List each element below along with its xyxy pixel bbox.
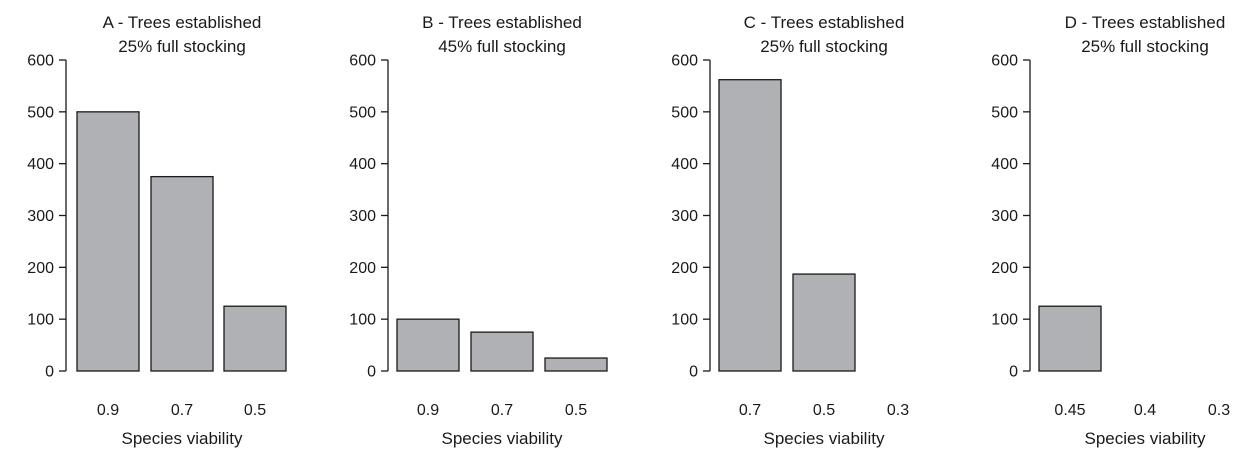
x-axis-label: Species viability: [442, 429, 563, 448]
y-tick-label: 400: [671, 156, 698, 173]
y-tick-label: 300: [27, 208, 54, 225]
bar-0-7: [470, 331, 534, 372]
bar-0-5: [792, 273, 856, 372]
y-tick-label: 200: [991, 260, 1018, 277]
bar-0-7: [150, 175, 214, 372]
bar-0-7: [718, 79, 782, 372]
y-tick-label: 600: [27, 53, 54, 70]
y-tick-label: 100: [349, 312, 376, 329]
x-tick-label: 0.5: [813, 402, 835, 419]
y-tick-label: 500: [671, 104, 698, 121]
bar-0-5: [544, 357, 608, 372]
x-tick-label: 0.3: [1208, 402, 1230, 419]
y-tick-label: 0: [367, 364, 376, 381]
x-axis-label: Species viability: [1085, 429, 1206, 448]
panel-subtitle: 25% full stocking: [1081, 37, 1209, 56]
y-tick-label: 100: [991, 312, 1018, 329]
panel-title: C - Trees established: [744, 13, 905, 32]
y-tick-label: 100: [671, 312, 698, 329]
y-tick-label: 600: [349, 53, 376, 70]
x-axis-label: Species viability: [764, 429, 885, 448]
y-tick-label: 400: [991, 156, 1018, 173]
y-tick-label: 100: [27, 312, 54, 329]
panel-subtitle: 45% full stocking: [438, 37, 566, 56]
y-tick-label: 200: [349, 260, 376, 277]
y-tick-label: 500: [349, 104, 376, 121]
y-tick-label: 200: [671, 260, 698, 277]
y-tick-label: 600: [671, 53, 698, 70]
x-tick-label: 0.7: [171, 402, 193, 419]
x-tick-label: 0.7: [739, 402, 761, 419]
x-tick-label: 0.5: [244, 402, 266, 419]
x-tick-label: 0.7: [491, 402, 513, 419]
panel-subtitle: 25% full stocking: [118, 37, 246, 56]
y-tick-label: 400: [27, 156, 54, 173]
y-tick-label: 0: [689, 364, 698, 381]
bar-0-45: [1038, 305, 1102, 372]
y-tick-label: 400: [349, 156, 376, 173]
y-tick-label: 0: [1009, 364, 1018, 381]
x-tick-label: 0.9: [417, 402, 439, 419]
x-tick-label: 0.45: [1054, 402, 1085, 419]
x-tick-label: 0.4: [1134, 402, 1156, 419]
bar-0-9: [76, 111, 140, 372]
x-tick-label: 0.3: [887, 402, 909, 419]
y-tick-label: 300: [349, 208, 376, 225]
panel-title: B - Trees established: [422, 13, 582, 32]
panel-title: D - Trees established: [1065, 13, 1226, 32]
x-tick-label: 0.9: [97, 402, 119, 419]
y-tick-label: 600: [991, 53, 1018, 70]
y-tick-label: 500: [27, 104, 54, 121]
bar-0-5: [223, 305, 287, 372]
y-tick-label: 200: [27, 260, 54, 277]
x-axis-label: Species viability: [122, 429, 243, 448]
y-tick-label: 300: [991, 208, 1018, 225]
y-tick-label: 500: [991, 104, 1018, 121]
panel-title: A - Trees established: [103, 13, 262, 32]
y-tick-label: 300: [671, 208, 698, 225]
x-tick-label: 0.5: [565, 402, 587, 419]
y-tick-label: 0: [45, 364, 54, 381]
bar-0-9: [396, 318, 460, 372]
panel-subtitle: 25% full stocking: [760, 37, 888, 56]
